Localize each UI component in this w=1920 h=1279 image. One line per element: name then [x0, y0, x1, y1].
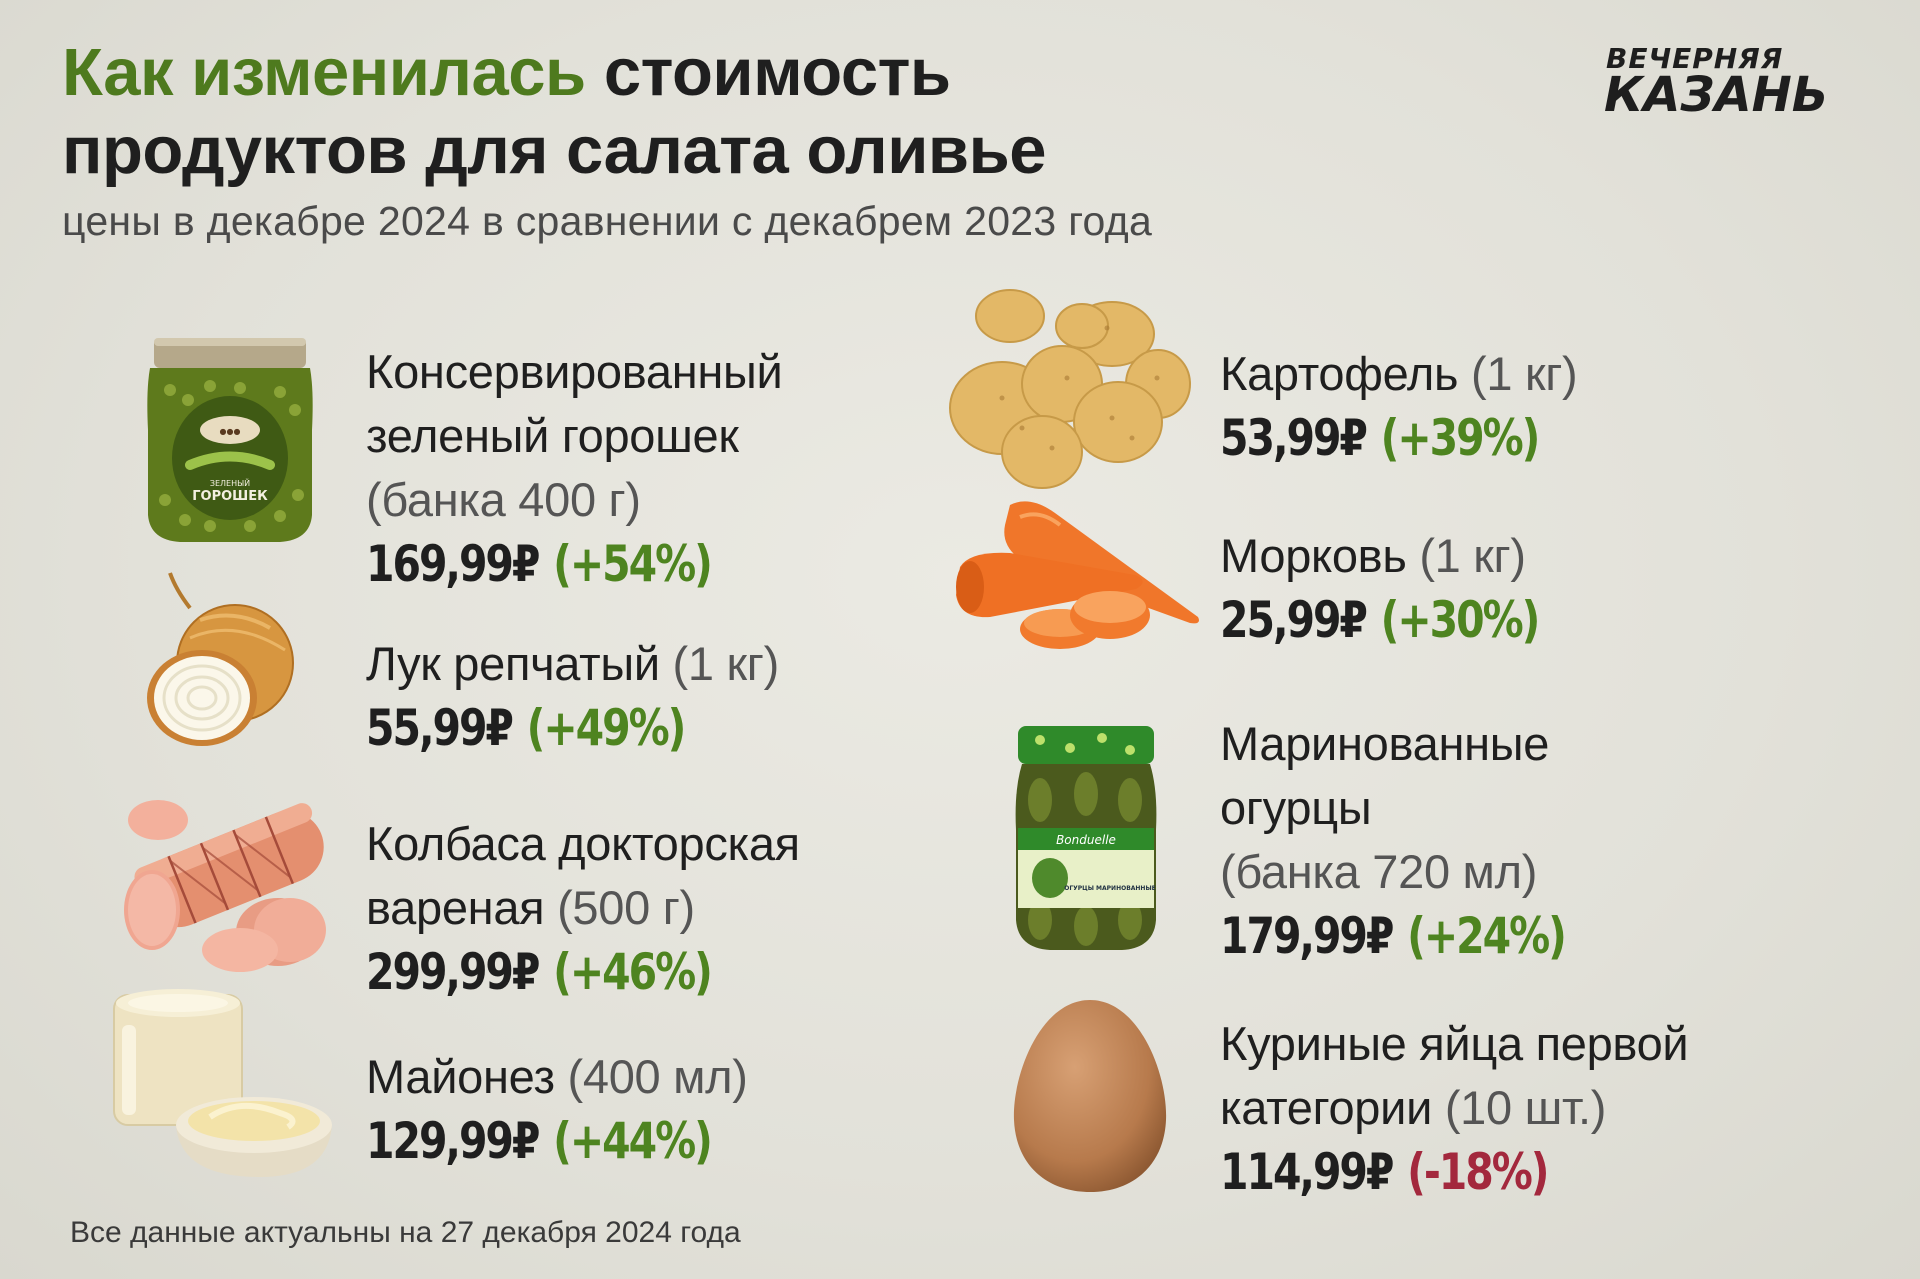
- product-name: Куриные яйца первой категории (10 шт.): [1220, 1017, 1689, 1134]
- peas-jar-icon: ●●● ЗЕЛЕНЫЙ ГОРОШЕК: [147, 338, 313, 542]
- product-unit: (1 кг): [1471, 347, 1578, 400]
- product-name: Маринованные огурцы (банка 720 мл): [1220, 717, 1550, 898]
- price-change: (+39%): [1380, 409, 1541, 467]
- product-carrot: Морковь (1 кг) 25,99₽ (+30%): [1220, 524, 1608, 652]
- title-line-2: продуктов для салата оливье: [62, 113, 1047, 188]
- peas-label: ГОРОШЕК: [192, 489, 268, 504]
- price-value: 25,99₽: [1220, 591, 1368, 649]
- svg-text:●●●: ●●●: [220, 427, 241, 436]
- carrot-icon: [956, 501, 1199, 649]
- product-unit: (1 кг): [1419, 529, 1526, 582]
- product-peas: Консервированный зеленый горошек (банка …: [366, 340, 787, 596]
- price-change: (+24%): [1407, 907, 1567, 965]
- product-potato: Картофель (1 кг) 53,99₽ (+39%): [1220, 342, 1608, 470]
- price-row: 169,99₽ (+54%): [366, 532, 713, 596]
- price-change: (+44%): [553, 1112, 713, 1170]
- product-mayonnaise: Майонез (400 мл) 129,99₽ (+44%): [366, 1045, 787, 1173]
- product-unit: (банка 400 г): [366, 473, 641, 526]
- title-accent: Как изменилась: [62, 35, 586, 110]
- product-pickles: Маринованные огурцы (банка 720 мл) 179,9…: [1220, 712, 1641, 968]
- product-unit: (400 мл): [567, 1050, 748, 1103]
- title-rest: стоимость: [585, 35, 951, 110]
- product-name: Морковь (1 кг): [1220, 529, 1526, 582]
- product-eggs: Куриные яйца первой категории (10 шт.) 1…: [1220, 1012, 1689, 1204]
- pickles-jar-icon: Bonduelle ОГУРЦЫ МАРИНОВАННЫЕ: [1015, 726, 1157, 950]
- sausage-icon: [124, 800, 326, 972]
- brand-logo: ВЕЧЕРНЯЯ КАЗАНЬ: [1604, 42, 1828, 121]
- price-value: 169,99₽: [366, 535, 540, 593]
- price-row: 114,99₽ (-18%): [1220, 1140, 1604, 1204]
- onion-icon: [147, 572, 294, 746]
- logo-line-2: КАЗАНЬ: [1604, 67, 1829, 123]
- price-value: 299,99₽: [366, 943, 540, 1001]
- price-value: 114,99₽: [1220, 1143, 1394, 1201]
- product-unit: (банка 720 мл): [1220, 845, 1538, 898]
- footer-note: Все данные актуальны на 27 декабря 2024 …: [70, 1216, 741, 1249]
- page-subtitle: цены в декабре 2024 в сравнении с декабр…: [62, 198, 1153, 244]
- mayonnaise-icon: [113, 989, 332, 1177]
- price-row: 129,99₽ (+44%): [366, 1109, 713, 1173]
- price-row: 55,99₽ (+49%): [366, 696, 705, 760]
- pickles-brand: Bonduelle: [1056, 833, 1116, 847]
- price-value: 179,99₽: [1220, 907, 1394, 965]
- price-change: (+54%): [553, 535, 713, 593]
- product-unit: (1 кг): [672, 637, 780, 690]
- egg-icon: [1013, 1000, 1167, 1192]
- price-value: 53,99₽: [1220, 409, 1368, 467]
- logo-line-1: ВЕЧЕРНЯЯ: [1606, 42, 1784, 75]
- price-row: 299,99₽ (+46%): [366, 940, 722, 1004]
- price-change: (-18%): [1407, 1143, 1549, 1201]
- potato-icon: [949, 289, 1191, 489]
- price-value: 129,99₽: [366, 1112, 540, 1170]
- product-name: Лук репчатый (1 кг): [366, 637, 780, 690]
- price-change: (+30%): [1380, 591, 1541, 649]
- product-name: Консервированный зеленый горошек (банка …: [366, 345, 783, 526]
- pickles-label: ОГУРЦЫ МАРИНОВАННЫЕ: [1064, 885, 1156, 892]
- price-change: (+49%): [526, 699, 687, 757]
- product-name: Картофель (1 кг): [1220, 347, 1578, 400]
- price-row: 53,99₽ (+39%): [1220, 406, 1541, 470]
- product-onion: Лук репчатый (1 кг) 55,99₽ (+49%): [366, 632, 779, 760]
- price-change: (+46%): [553, 943, 713, 1001]
- product-unit: (10 шт.): [1444, 1081, 1607, 1134]
- product-sausage: Колбаса докторская вареная (500 г) 299,9…: [366, 812, 800, 1004]
- peas-label-top: ЗЕЛЕНЫЙ: [210, 477, 250, 488]
- price-value: 55,99₽: [366, 699, 514, 757]
- product-unit: (500 г): [557, 881, 695, 934]
- product-name: Колбаса докторская вареная (500 г): [366, 817, 800, 934]
- page-title: Как изменилась стоимость продуктов для с…: [62, 34, 1412, 190]
- price-row: 25,99₽ (+30%): [1220, 588, 1541, 652]
- price-row: 179,99₽ (+24%): [1220, 904, 1567, 968]
- product-name: Майонез (400 мл): [366, 1050, 748, 1103]
